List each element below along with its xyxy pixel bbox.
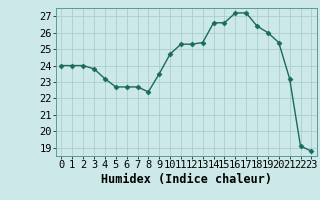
X-axis label: Humidex (Indice chaleur): Humidex (Indice chaleur) <box>101 173 272 186</box>
